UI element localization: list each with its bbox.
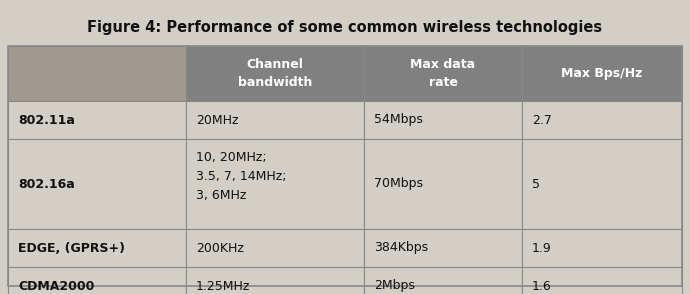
Text: Figure 4: Performance of some common wireless technologies: Figure 4: Performance of some common wir…	[88, 20, 602, 35]
Text: 2.7: 2.7	[532, 113, 552, 126]
Text: 802.16a: 802.16a	[18, 178, 75, 191]
Text: 5: 5	[532, 178, 540, 191]
Text: CDMA2000: CDMA2000	[18, 280, 95, 293]
Text: 1.9: 1.9	[532, 241, 552, 255]
Text: Max data
rate: Max data rate	[411, 59, 475, 88]
Text: 384Kbps: 384Kbps	[374, 241, 428, 255]
Text: 802.11a: 802.11a	[18, 113, 75, 126]
Text: 10, 20MHz;
3.5, 7, 14MHz;
3, 6MHz: 10, 20MHz; 3.5, 7, 14MHz; 3, 6MHz	[196, 151, 286, 202]
Text: 1.25MHz: 1.25MHz	[196, 280, 250, 293]
Text: 2Mbps: 2Mbps	[374, 280, 415, 293]
Text: 54Mbps: 54Mbps	[374, 113, 423, 126]
Text: 70Mbps: 70Mbps	[374, 178, 423, 191]
Text: 200KHz: 200KHz	[196, 241, 244, 255]
Text: Max Bps/Hz: Max Bps/Hz	[561, 67, 642, 80]
Text: EDGE, (GPRS+): EDGE, (GPRS+)	[18, 241, 125, 255]
Text: 20MHz: 20MHz	[196, 113, 239, 126]
Text: 1.6: 1.6	[532, 280, 552, 293]
Text: Channel
bandwidth: Channel bandwidth	[238, 59, 312, 88]
